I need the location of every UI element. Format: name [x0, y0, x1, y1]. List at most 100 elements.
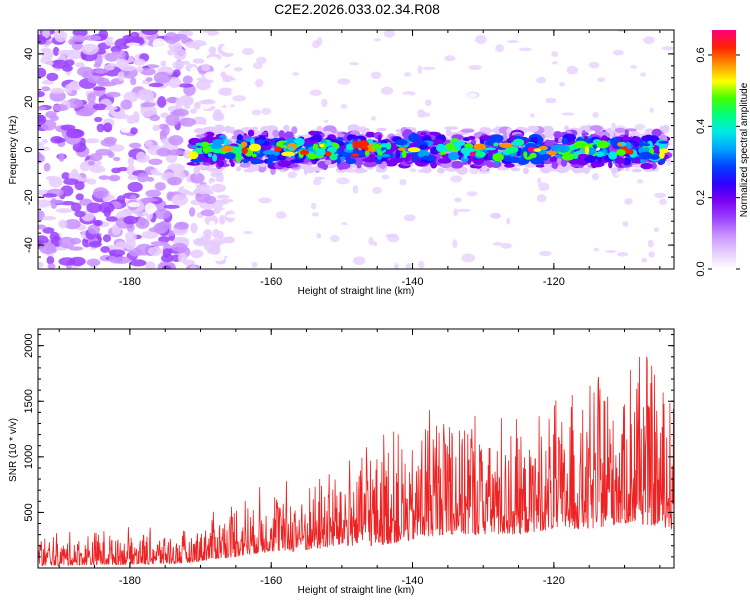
spectrogram-cell — [264, 120, 277, 127]
spectrogram-cell — [589, 61, 600, 69]
spectrogram-cell — [39, 242, 56, 255]
spectrogram-cell — [94, 219, 103, 227]
spectrogram-cell — [340, 104, 348, 109]
spectrogram-cell — [57, 49, 75, 56]
spectrogram-cell — [555, 104, 567, 108]
spectrogram-cell — [136, 151, 146, 163]
spectrogram-cell — [367, 229, 381, 235]
spectrogram-cell — [145, 261, 156, 269]
spectrogram-cell — [237, 155, 242, 159]
spectrogram-cell — [261, 107, 272, 115]
spectrogram-cell — [188, 207, 196, 217]
spectrogram-cell — [547, 150, 557, 156]
spectrogram-cell — [111, 167, 122, 174]
spectrogram-cell — [460, 129, 475, 133]
spectrogram-cell — [510, 167, 521, 172]
spectrogram-cell — [46, 256, 55, 265]
spectrogram-cell — [221, 145, 234, 152]
spectrogram-cell — [555, 164, 570, 174]
spectrogram-cell — [93, 187, 109, 199]
spectrogram-cell — [596, 140, 609, 149]
snr-panel: -180 -160 -140 -120 500 1000 1500 2000 Height … — [8, 328, 675, 596]
spectrogram-cell — [438, 96, 446, 101]
spectrogram-cell — [275, 211, 287, 219]
spectrogram-cell — [192, 58, 205, 64]
spectrogram-cell — [54, 30, 68, 43]
spectrogram-cell — [283, 124, 290, 132]
spectrogram-cell — [506, 217, 511, 225]
spectrogram-cell — [203, 229, 213, 238]
spectrogram-cell — [233, 67, 243, 72]
spectrogram-cell — [251, 261, 258, 268]
spectrogram-cell — [236, 80, 253, 86]
spectrogram-cell — [51, 59, 68, 69]
spectrogram-cell — [75, 109, 94, 117]
spectrogram-cell — [108, 174, 121, 182]
snr-frame — [37, 328, 675, 569]
colorbar-ticks: 0.0 0.2 0.4 0.6 — [695, 47, 740, 277]
spectrogram-cell — [229, 117, 237, 126]
spectrogram-cell — [136, 66, 144, 73]
spectrogram-cell — [597, 155, 602, 164]
spectrogram-cell — [626, 148, 634, 155]
spectrogram-cell — [464, 143, 474, 149]
spectrogram-cell — [162, 265, 172, 269]
spectrogram-cell — [467, 136, 476, 140]
spectrogram-cell — [362, 157, 377, 163]
spectrogram-cell — [376, 127, 387, 132]
spectrogram-cell — [264, 209, 270, 215]
spectrogram-cell — [120, 124, 133, 133]
spectrogram-cell — [403, 214, 416, 222]
spectrogram-cell — [75, 62, 85, 68]
spectrogram-cell — [539, 250, 552, 257]
spectrogram-cell — [236, 166, 241, 172]
spectrogram-cell — [311, 202, 317, 210]
spectrogram-cell — [232, 75, 249, 80]
spectrogram-cell — [591, 173, 600, 181]
spectrogram-cell — [74, 210, 86, 218]
spectrogram-cell — [380, 86, 394, 95]
spectrogram-cell — [417, 65, 423, 74]
spectrogram-cell — [38, 199, 51, 208]
spectrogram-cell — [550, 56, 555, 60]
spectrogram-cell — [452, 140, 466, 146]
spectrogram-cell — [403, 72, 411, 77]
spectrogram-cell — [526, 40, 537, 49]
spectrogram-cell — [76, 66, 94, 77]
spectrogram-cell — [372, 85, 378, 91]
spectrogram-cell — [371, 116, 376, 121]
spectrogram-cell — [224, 97, 232, 109]
spectrogram-cell — [127, 175, 138, 180]
spectrogram-cell — [611, 122, 616, 130]
spectrogram-cell — [631, 168, 642, 173]
spectrogram-cell — [559, 82, 565, 87]
spectrogram-cell — [200, 209, 215, 217]
spectrogram-cell — [227, 244, 244, 257]
spectrogram-cell — [359, 114, 367, 122]
spectrogram-cell — [572, 151, 579, 159]
spectrogram-cell — [207, 153, 212, 158]
spectrogram-cell — [545, 97, 557, 104]
spectrogram-cell — [54, 137, 67, 143]
spectrogram-cell — [42, 30, 50, 39]
spectrogram-cell — [561, 137, 568, 145]
spectrogram-cell — [442, 47, 447, 52]
spectrogram-cell — [495, 44, 504, 53]
spectrogram-cell — [441, 190, 449, 200]
spectrogram-cell — [172, 60, 185, 70]
spectrogram-cell — [467, 92, 478, 98]
spectrogram-cell — [408, 147, 421, 153]
spectrogram-cell — [535, 164, 545, 168]
spectrogram-cell — [622, 98, 629, 103]
spectrogram-cell — [461, 161, 468, 165]
spectrogram-cell — [140, 102, 156, 108]
spectrogram-cell — [625, 167, 630, 172]
spectrogram-cell — [452, 239, 458, 249]
spectrogram-cell — [127, 181, 143, 193]
spectrogram-cell — [164, 32, 179, 44]
spectrogram-cell — [91, 249, 103, 256]
spectrogram-cell — [351, 153, 360, 157]
spectrogram-cell — [103, 64, 115, 71]
spectrogram-cell — [276, 140, 290, 149]
spectrogram-cell — [213, 208, 221, 214]
